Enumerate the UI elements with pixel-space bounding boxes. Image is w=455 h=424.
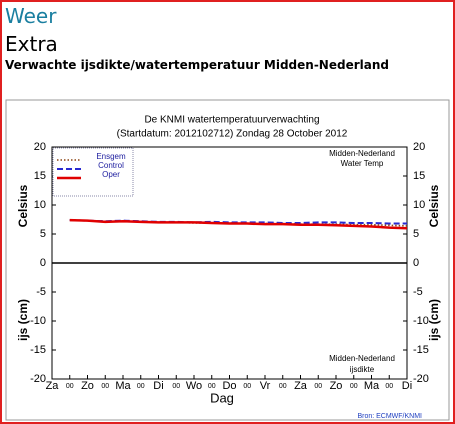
y-tick-label: -15 [30, 344, 46, 356]
x-tick-label: Zo [81, 380, 94, 392]
x-tick-label: Ma [364, 380, 380, 392]
y-tick-label-right: 5 [413, 228, 419, 240]
legend-label: Ensgem [96, 152, 126, 161]
legend-label: Oper [102, 170, 120, 179]
y-tick-label: 20 [34, 141, 46, 153]
annotation: ijsdikte [350, 365, 375, 374]
x-tick-label: 00 [66, 383, 74, 390]
x-tick-label: Di [153, 380, 163, 392]
y-tick-label: -5 [36, 286, 46, 298]
line-series [69, 218, 408, 230]
y-tick-label-right: 15 [413, 170, 425, 182]
y-tick-label: -20 [30, 373, 46, 385]
y-tick-label-right: 0 [413, 257, 419, 269]
y-axis-label: Celsius [16, 184, 30, 227]
x-tick-label: Wo [186, 380, 202, 392]
x-tick-label: 00 [208, 383, 216, 390]
page-title: Weer [5, 4, 57, 28]
y-tick-label: 15 [34, 170, 46, 182]
x-tick-label: 00 [350, 383, 358, 390]
y-axis-label-right: Celsius [427, 184, 441, 227]
x-tick-label: Za [46, 380, 60, 392]
chart-title: De KNMI watertemperatuurverwachting [144, 115, 319, 126]
annotation: Midden-Nederland [329, 149, 395, 158]
x-tick-label: 00 [314, 383, 322, 390]
x-tick-label: Di [402, 380, 412, 392]
x-axis-label: Dag [210, 390, 234, 405]
y-axis-label-right: ijs (cm) [427, 299, 441, 341]
x-tick-label: Do [222, 380, 236, 392]
source: Bron: ECMWF/KNMI [357, 413, 422, 420]
x-tick-label: 00 [101, 383, 109, 390]
y-tick-label-right: -5 [413, 286, 423, 298]
y-tick-label: 5 [40, 228, 46, 240]
x-tick-label: 00 [385, 383, 393, 390]
annotation: Water Temp [341, 159, 384, 168]
x-tick-label: 00 [243, 383, 251, 390]
x-tick-label: Zo [330, 380, 343, 392]
chart: De KNMI watertemperatuurverwachting (Sta… [5, 99, 450, 421]
x-tick-label: Vr [260, 380, 271, 392]
page-heading: Verwachte ijsdikte/watertemperatuur Midd… [5, 58, 389, 72]
page-subtitle: Extra [5, 32, 58, 56]
y-tick-label: 0 [40, 257, 46, 269]
y-tick-label-right: 20 [413, 141, 425, 153]
y-tick-label-right: -20 [413, 373, 429, 385]
annotation: Midden-Nederland [329, 354, 395, 363]
legend-label: Control [98, 161, 124, 170]
x-tick-label: 00 [172, 383, 180, 390]
y-tick-label-right: -10 [413, 315, 429, 327]
y-axis-label: ijs (cm) [16, 299, 30, 341]
y-tick-label-right: -15 [413, 344, 429, 356]
y-tick-label: 10 [34, 199, 46, 211]
legend-box [52, 147, 134, 197]
x-tick-label: 00 [137, 383, 145, 390]
x-tick-label: Ma [115, 380, 131, 392]
x-tick-label: Za [294, 380, 308, 392]
chart-subtitle: (Startdatum: 2012102712) Zondag 28 Octob… [117, 129, 348, 140]
y-tick-label: -10 [30, 315, 46, 327]
y-tick-label-right: 10 [413, 199, 425, 211]
x-tick-label: 00 [279, 383, 287, 390]
